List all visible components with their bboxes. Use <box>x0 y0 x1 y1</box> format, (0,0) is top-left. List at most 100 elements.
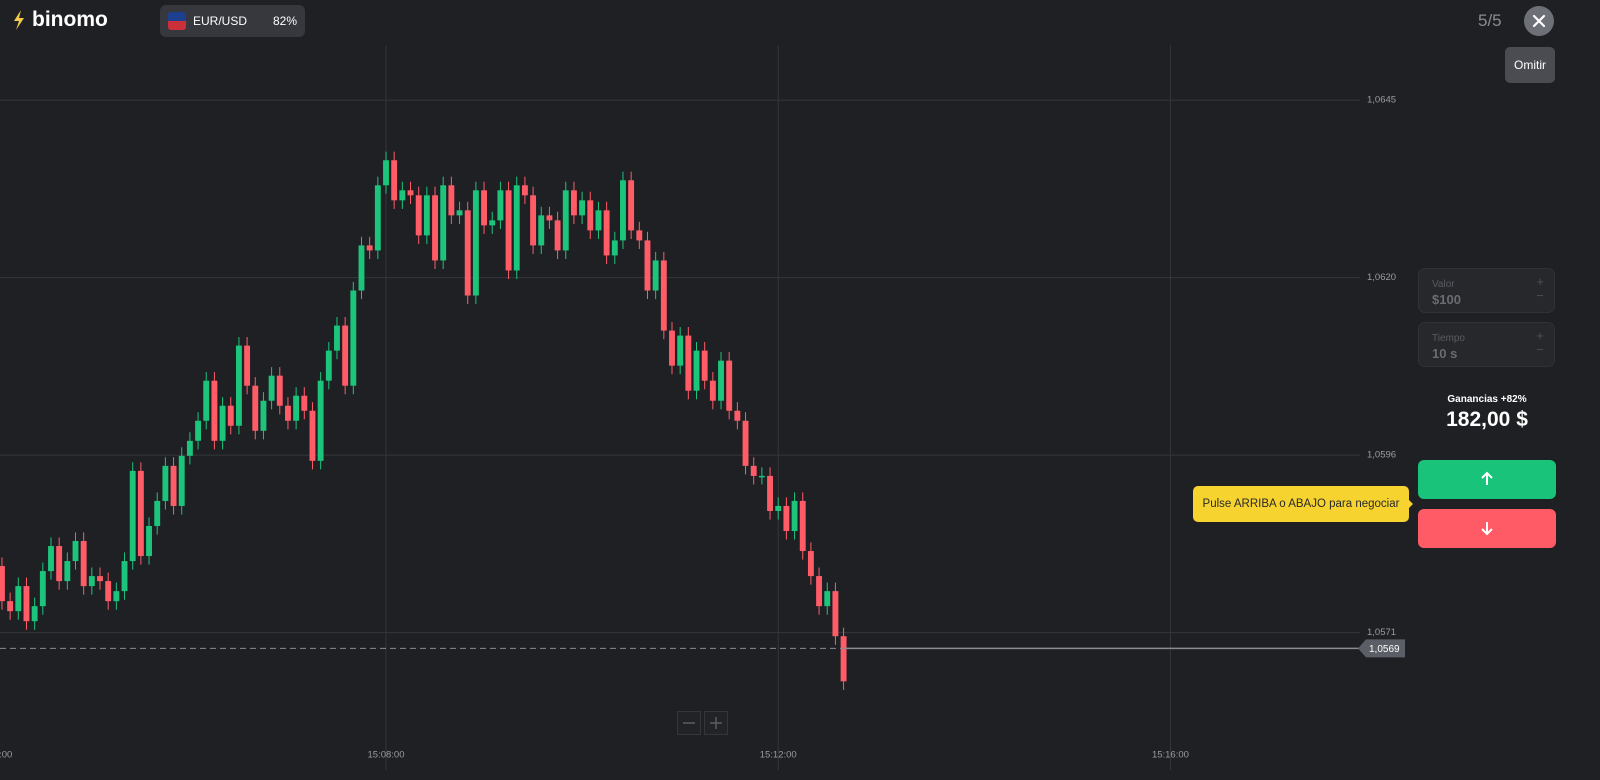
skip-tooltip[interactable]: Omitir <box>1505 47 1555 83</box>
candle-body <box>464 210 471 296</box>
candle-body <box>432 195 438 261</box>
candle-body <box>603 210 610 256</box>
price-badge <box>1358 639 1405 658</box>
candle-body <box>767 475 773 511</box>
zoom-out-icon <box>683 722 695 724</box>
candle-body <box>554 220 561 251</box>
candle-body <box>513 185 520 271</box>
candle-body <box>285 405 291 421</box>
candle-body <box>301 395 308 411</box>
candle-body <box>530 195 537 246</box>
candle-body <box>456 210 463 216</box>
candle-body <box>374 185 381 251</box>
y-tick-label: 1,0571 <box>1367 627 1396 638</box>
hint-arrow <box>1405 496 1413 512</box>
candle-body <box>252 385 259 431</box>
candle-body <box>546 215 553 221</box>
candle-body <box>56 546 63 582</box>
tutorial-step: 5/5 <box>1478 11 1502 30</box>
x-tick-label: 15:16:00 <box>1152 750 1189 761</box>
candle-body <box>97 576 103 582</box>
candle-body <box>734 410 741 421</box>
candle-body <box>824 591 831 607</box>
candle-body <box>219 405 226 441</box>
candle-body <box>121 561 128 592</box>
candle-body <box>718 360 724 401</box>
candle-body <box>399 190 406 201</box>
candle-body <box>423 195 430 236</box>
down-button[interactable] <box>1418 509 1556 548</box>
candle-body <box>383 160 389 186</box>
candle-body <box>88 576 95 587</box>
close-icon <box>1532 14 1546 28</box>
candle-body <box>709 380 716 401</box>
candle-body <box>64 561 71 582</box>
trade-hint-text: Pulse ARRIBA o ABAJO para negociar <box>1202 498 1400 510</box>
zoom-in-icon <box>710 717 722 729</box>
candle-body <box>742 420 749 466</box>
time-stepper: + − <box>1536 328 1544 357</box>
profit-value: 182,00 $ <box>1446 408 1528 431</box>
candle-body <box>317 380 324 461</box>
candle-body <box>652 260 659 291</box>
candle-body <box>448 185 455 216</box>
candle-body <box>562 190 569 251</box>
zoom-in[interactable] <box>704 711 728 735</box>
candle-body <box>178 455 185 506</box>
candle-body <box>660 260 667 331</box>
candle-body <box>23 586 30 622</box>
trade-hint: Pulse ARRIBA o ABAJO para negociar <box>1193 486 1409 522</box>
candle-body <box>72 541 79 562</box>
candle-body <box>783 505 790 531</box>
candle-body <box>334 325 340 351</box>
candle-body <box>595 210 602 231</box>
candle-body <box>521 185 528 196</box>
candle-body <box>799 500 806 552</box>
candle-body <box>244 345 251 386</box>
candle-body <box>505 190 512 271</box>
candle-body <box>677 335 684 366</box>
x-tick-label: 15:04:00 <box>0 750 12 761</box>
candle-body <box>293 395 300 421</box>
asset-flag <box>168 12 186 30</box>
up-button[interactable] <box>1418 460 1556 499</box>
candle-body <box>268 375 275 401</box>
candle-body <box>775 505 782 511</box>
candle-body <box>472 190 479 296</box>
candle-body <box>80 541 87 587</box>
x-tick-label: 15:12:00 <box>760 750 797 761</box>
candle-body <box>611 240 618 256</box>
candle-body <box>186 440 193 456</box>
candle-body <box>162 465 169 501</box>
candle-body <box>146 525 152 557</box>
candle-body <box>260 400 267 431</box>
candle-body <box>350 290 357 386</box>
candle-body <box>497 190 504 221</box>
time-field[interactable]: Tiempo 10 s + − <box>1418 322 1555 367</box>
zoom-out[interactable] <box>677 711 701 735</box>
down-icon <box>1481 522 1493 536</box>
amount-field[interactable]: Valor $100 + − <box>1418 268 1555 313</box>
candle-body <box>203 380 210 421</box>
asset-selector[interactable]: EUR/USD 82% <box>160 5 305 37</box>
amount-value: $100 <box>1432 292 1461 307</box>
candle-body <box>440 185 447 261</box>
candle-body <box>481 190 487 226</box>
candle-body <box>538 215 545 246</box>
candle-body <box>113 591 120 602</box>
candle-body <box>39 571 46 607</box>
close-button[interactable] <box>1524 6 1554 36</box>
candle-body <box>276 375 283 406</box>
asset-name: EUR/USD <box>193 14 248 28</box>
candle-body <box>726 360 733 411</box>
candle-body <box>227 405 234 426</box>
candle-body <box>391 160 398 201</box>
candle-body <box>195 420 202 441</box>
logo[interactable]: binomo <box>12 8 108 32</box>
y-tick-label: 1,0596 <box>1367 450 1396 461</box>
profit-label: Ganancias +82% <box>1447 394 1527 405</box>
asset-payout: 82% <box>272 14 297 28</box>
candle-body <box>137 470 144 557</box>
candle-body <box>579 200 586 216</box>
